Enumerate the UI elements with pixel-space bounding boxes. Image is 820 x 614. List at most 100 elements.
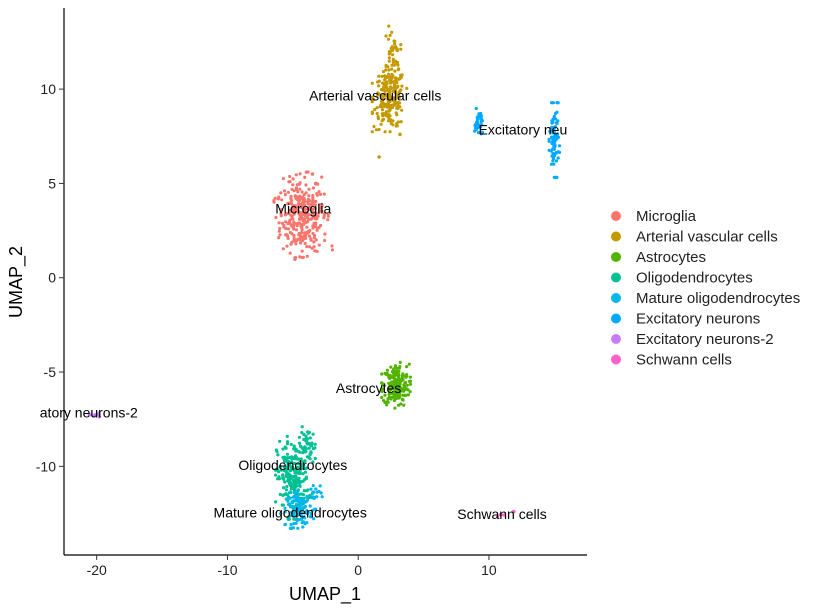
data-point xyxy=(323,232,327,236)
data-point xyxy=(283,522,287,527)
data-point xyxy=(391,53,395,57)
data-point xyxy=(323,238,327,243)
data-point xyxy=(391,57,395,61)
data-point xyxy=(385,81,389,85)
legend-item: Mature oligodendrocytes xyxy=(611,290,800,307)
data-point xyxy=(303,241,307,246)
data-point xyxy=(283,220,288,224)
data-point xyxy=(385,368,389,372)
data-point xyxy=(384,64,388,69)
data-point xyxy=(290,206,294,210)
data-point xyxy=(309,511,313,515)
data-point xyxy=(300,431,304,435)
data-point xyxy=(380,389,384,394)
data-point xyxy=(302,432,306,437)
data-point xyxy=(288,208,292,212)
data-point xyxy=(313,181,318,185)
data-point xyxy=(394,379,398,383)
data-point xyxy=(286,190,290,194)
data-point xyxy=(397,101,402,105)
data-point xyxy=(307,194,311,198)
data-point xyxy=(395,385,399,389)
data-point xyxy=(384,34,388,38)
data-point xyxy=(400,374,405,379)
data-point xyxy=(301,211,305,215)
data-point xyxy=(377,155,381,159)
data-point xyxy=(293,492,297,496)
y-ticks-layer: -10 -5 0 5 10 xyxy=(36,81,64,474)
data-point xyxy=(281,473,285,477)
series-7-points xyxy=(495,509,516,519)
data-point xyxy=(391,89,395,93)
data-point xyxy=(380,108,385,112)
data-point xyxy=(398,382,402,386)
data-point xyxy=(552,162,556,166)
data-point xyxy=(291,495,295,499)
data-point xyxy=(289,484,293,488)
legend-swatch xyxy=(611,293,621,303)
data-point xyxy=(285,442,289,446)
data-point xyxy=(292,236,296,240)
data-point xyxy=(320,175,324,179)
data-point xyxy=(296,526,300,530)
data-point xyxy=(311,460,315,464)
data-point xyxy=(387,112,391,117)
data-point xyxy=(370,100,374,104)
data-point xyxy=(405,373,409,377)
data-point xyxy=(288,496,292,500)
data-point xyxy=(370,81,374,85)
data-point xyxy=(296,489,300,493)
data-point xyxy=(300,204,304,208)
data-point xyxy=(550,154,554,158)
data-point xyxy=(318,192,323,196)
data-point xyxy=(304,466,308,470)
data-point xyxy=(97,411,101,415)
data-point xyxy=(304,446,308,450)
data-point xyxy=(385,403,389,407)
data-point xyxy=(294,477,298,481)
data-point xyxy=(300,231,304,235)
data-point xyxy=(286,201,291,205)
data-point xyxy=(387,52,391,56)
data-point xyxy=(301,472,305,476)
data-point xyxy=(479,120,483,124)
legend-label: Oligodendrocytes xyxy=(636,270,753,287)
data-point xyxy=(475,119,479,124)
data-point xyxy=(398,360,402,364)
data-point xyxy=(550,137,555,141)
data-point xyxy=(557,144,562,148)
data-point xyxy=(400,397,404,402)
data-point xyxy=(288,464,292,468)
legend-label: Astrocytes xyxy=(636,249,706,266)
data-point xyxy=(292,522,296,526)
data-point xyxy=(311,186,315,190)
data-point xyxy=(393,69,397,73)
data-point xyxy=(289,481,293,485)
y-tick-label: -5 xyxy=(44,364,57,380)
legend-item: Excitatory neurons xyxy=(611,311,760,328)
data-point xyxy=(405,86,409,90)
data-point xyxy=(502,513,506,517)
data-point xyxy=(295,183,299,187)
data-point xyxy=(303,459,307,463)
data-point xyxy=(298,470,302,474)
data-point xyxy=(284,488,288,492)
data-point xyxy=(391,103,395,107)
data-point xyxy=(387,392,391,396)
y-tick-label: 5 xyxy=(48,175,56,191)
data-point xyxy=(313,224,317,229)
data-point xyxy=(381,87,385,91)
data-point xyxy=(305,212,309,216)
data-point xyxy=(393,364,398,368)
data-point xyxy=(277,229,281,233)
data-point xyxy=(382,83,387,87)
data-point xyxy=(374,128,379,132)
data-point xyxy=(393,82,397,86)
data-point xyxy=(283,189,287,193)
legend-label: Microglia xyxy=(636,208,697,225)
data-point xyxy=(286,236,290,240)
data-point xyxy=(406,393,411,397)
data-point xyxy=(381,70,386,74)
legend: Microglia Arterial vascular cells Astrocyt… xyxy=(611,208,800,369)
data-point xyxy=(498,513,502,517)
